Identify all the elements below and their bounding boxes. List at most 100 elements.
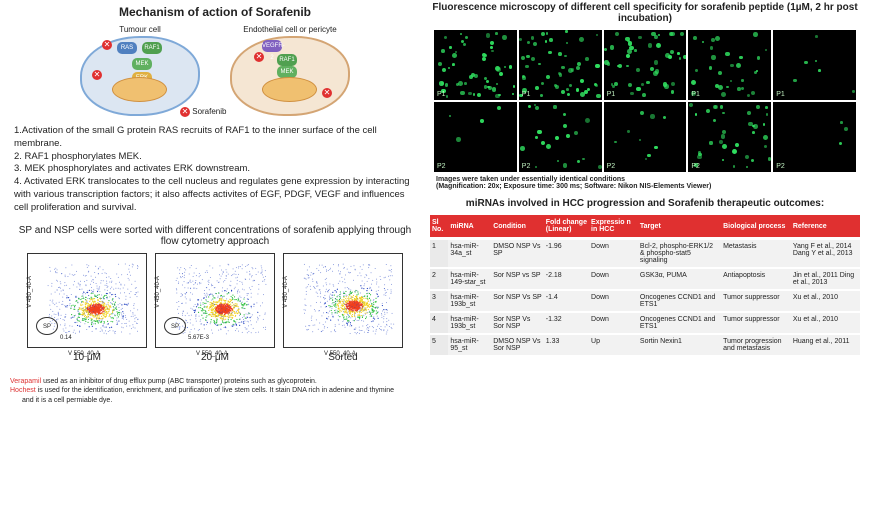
footnotes: Verapamil used as an inhibitor of drug e… [10, 377, 420, 406]
microscopy-panel: P2 [604, 102, 687, 172]
footnote-line: Hochest is used for the identification, … [10, 386, 420, 396]
footnote-line: and it is a cell permiable dye. [22, 396, 420, 406]
table-cell: Jin et al., 2011 Ding et al., 2013 [791, 268, 860, 290]
y-axis-label: V 450_40-A [283, 276, 289, 308]
table-cell: Tumor suppressor [721, 290, 791, 312]
table-cell: DMSO NSP Vs SP [491, 239, 544, 269]
table-header-cell: Condition [491, 215, 544, 239]
left-column: Mechanism of action of Sorafenib Tumour … [10, 5, 420, 406]
microscopy-caption: Images were taken under essentially iden… [436, 176, 854, 190]
panel-label: P2 [437, 163, 446, 170]
nucleus [262, 77, 317, 102]
panel-label: P2 [691, 163, 700, 170]
panel-label: P2 [607, 163, 616, 170]
endo-cell: VEGFR-2 RAF1 MEK ERK ✕ ✕ [230, 36, 350, 116]
table-row: 5hsa-miR-95_stDMSO NSP Vs Sor NSP1.33UpS… [430, 334, 860, 356]
protein-raf1: RAF1 [277, 54, 297, 66]
table-cell: -2.18 [544, 268, 589, 290]
mechanism-step: 1.Activation of the small G protein RAS … [14, 125, 416, 151]
microscopy-panel: P1 [604, 30, 687, 100]
table-header-cell: Biological process [721, 215, 791, 239]
y-axis-label: V 450_40-A [155, 276, 161, 308]
table-row: 3hsa-miR-193b_stSor NSP Vs SP-1.4DownOnc… [430, 290, 860, 312]
flow-plot: V 450_40-A V 550_40-A SP 5.67E-3 [155, 253, 275, 348]
table-cell: -1.96 [544, 239, 589, 269]
right-column: Fluorescence microscopy of different cel… [430, 2, 860, 357]
footnote-red: Verapamil [10, 378, 41, 385]
x-mark-icon: ✕ [254, 52, 264, 62]
table-header-cell: Target [638, 215, 721, 239]
table-row: 2hsa-miR-149-star_stSor NSP vs SP-2.18Do… [430, 268, 860, 290]
table-cell: hsa-miR-193b_st [448, 290, 491, 312]
microscopy-row: P1 P1 P1 P1 P1 [434, 30, 856, 100]
table-cell: DMSO NSP Vs Sor NSP [491, 334, 544, 356]
protein-raf1: RAF1 [142, 42, 162, 54]
mirna-title: miRNAs involved in HCC progression and S… [430, 198, 860, 209]
panel-label: P1 [522, 91, 531, 98]
table-cell: hsa-miR-95_st [448, 334, 491, 356]
table-cell: Tumor suppressor [721, 312, 791, 334]
x-mark-icon: ✕ [180, 107, 190, 117]
table-cell: Sor NSP Vs Sor NSP [491, 312, 544, 334]
table-cell: 2 [430, 268, 448, 290]
sp-gate: SP [164, 317, 186, 335]
mirna-table: Sl No.miRNAConditionFold change (Linear)… [430, 215, 860, 357]
mechanism-step: 4. Activated ERK translocates to the cel… [14, 176, 416, 214]
x-axis-label: V 550_40-A [68, 351, 100, 357]
table-row: 1hsa-miR-34a_stDMSO NSP Vs SP-1.96DownBc… [430, 239, 860, 269]
table-cell: 1 [430, 239, 448, 269]
table-cell: Sortin Nexin1 [638, 334, 721, 356]
mechanism-step: 3. MEK phosphorylates and activates ERK … [14, 163, 416, 176]
footnote-red: Hochest [10, 387, 36, 394]
endo-cell-wrap: Endothelial cell or pericyte VEGFR-2 RAF… [230, 25, 350, 115]
table-cell: Oncogenes CCND1 and ETS1 [638, 312, 721, 334]
table-header-cell: Reference [791, 215, 860, 239]
footnote-line: Verapamil used as an inhibitor of drug e… [10, 377, 420, 387]
table-header-cell: Expressio n in HCC [589, 215, 638, 239]
protein-mek: MEK [132, 58, 152, 70]
table-body: 1hsa-miR-34a_stDMSO NSP Vs SP-1.96DownBc… [430, 239, 860, 357]
x-axis-label: V 550_40-A [196, 351, 228, 357]
mechanism-steps: 1.Activation of the small G protein RAS … [14, 125, 416, 215]
x-mark-icon: ✕ [322, 88, 332, 98]
mechanism-title: Mechanism of action of Sorafenib [10, 5, 420, 19]
flow-plot-wrap: V 450_40-A V 550_40-A SP 5.67E-3 20 μM [155, 253, 275, 363]
flow-title: SP and NSP cells were sorted with differ… [10, 225, 420, 247]
microscopy-row: P2 P2 P2 P2 P2 [434, 102, 856, 172]
table-cell: Antiapoptosis [721, 268, 791, 290]
table-cell: Sor NSP Vs SP [491, 290, 544, 312]
microscopy-panel: P1 [434, 30, 517, 100]
tumour-cell: RAS RAF1 MEK ERK ✕ ✕ [80, 36, 200, 116]
table-cell: -1.32 [544, 312, 589, 334]
table-cell: Down [589, 268, 638, 290]
microscopy-title: Fluorescence microscopy of different cel… [430, 2, 860, 24]
microscopy-panel: P2 [519, 102, 602, 172]
panel-label: P2 [776, 163, 785, 170]
x-mark-icon: ✕ [102, 40, 112, 50]
tumour-label: Tumour cell [80, 25, 200, 34]
nucleus [112, 77, 167, 102]
table-cell: GSK3α, PUMA [638, 268, 721, 290]
table-header-cell: miRNA [448, 215, 491, 239]
flow-plot: V 450_40-A V 550_40-A SP 0.14 [27, 253, 147, 348]
microscopy-panel: P2 [773, 102, 856, 172]
microscopy-panel: P1 [773, 30, 856, 100]
flow-plot: V 450_40-A V 550_40-A [283, 253, 403, 348]
sorafenib-label: ✕ Sorafenib [180, 107, 226, 117]
table-cell: Bcl-2, phospho-ERK1/2 & phospho-stat5 si… [638, 239, 721, 269]
panel-label: P2 [522, 163, 531, 170]
flow-plots: V 450_40-A V 550_40-A SP 0.14 10 μM V 45… [10, 253, 420, 363]
panel-label: P1 [691, 91, 700, 98]
panel-label: P1 [607, 91, 616, 98]
panel-label: P1 [776, 91, 785, 98]
table-header-cell: Fold change (Linear) [544, 215, 589, 239]
table-cell: Xu et al., 2010 [791, 290, 860, 312]
sp-gate: SP [36, 317, 58, 335]
microscopy-panel: P1 [688, 30, 771, 100]
table-cell: Xu et al., 2010 [791, 312, 860, 334]
table-cell: Sor NSP vs SP [491, 268, 544, 290]
protein-ras: RAS [117, 42, 137, 54]
x-mark-icon: ✕ [92, 70, 102, 80]
table-cell: -1.4 [544, 290, 589, 312]
table-cell: hsa-miR-149-star_st [448, 268, 491, 290]
